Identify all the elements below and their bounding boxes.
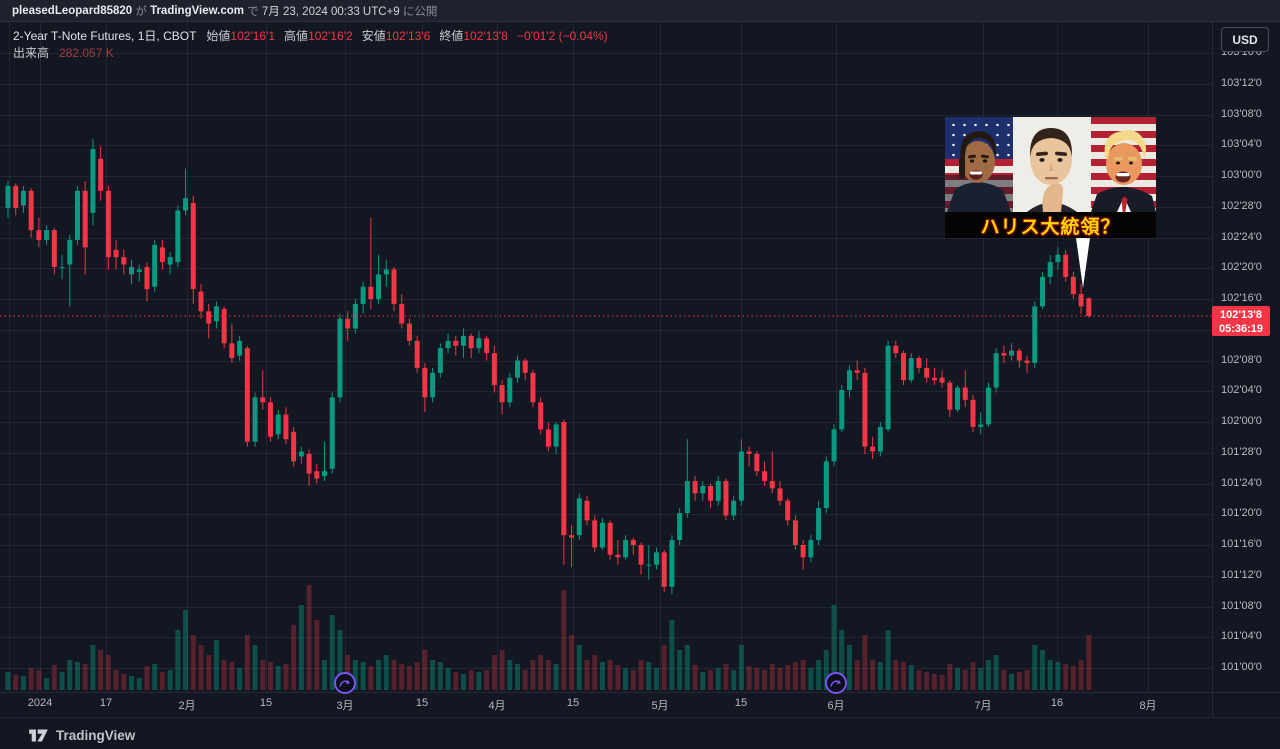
publish-particle: に公開	[399, 5, 438, 18]
contract-rollover-marker[interactable]	[334, 672, 356, 694]
center-figure	[1027, 128, 1077, 212]
meme-caption: ハリス大統領？	[945, 212, 1156, 238]
publish-particle: が	[132, 5, 151, 18]
meme-faces-illustration	[945, 117, 1156, 212]
last-price-label: 102'13'8 05:36:19	[1212, 305, 1270, 336]
meme-overlay-image: ハリス大統領？	[945, 117, 1156, 238]
tradingview-logo-text[interactable]: TradingView	[56, 728, 136, 743]
volume-label: 出来高	[13, 46, 50, 60]
chart-legend: 2-Year T-Note Futures, 1日, CBOT 始値 102'16…	[13, 28, 608, 62]
close-value: 102'13'8	[463, 29, 508, 43]
session-countdown: 05:36:19	[1218, 322, 1264, 335]
open-value: 102'16'1	[230, 29, 276, 43]
publish-particle: で	[244, 5, 262, 18]
publish-bar: pleasedLeopard85820 が TradingView.com で …	[0, 0, 1280, 22]
low-label: 安値	[361, 29, 386, 43]
open-label: 始値	[206, 29, 231, 43]
currency-toggle-button[interactable]: USD	[1221, 27, 1269, 52]
high-label: 高値	[284, 29, 309, 43]
meme-pointer-arrow	[1076, 238, 1090, 288]
publisher-site-link[interactable]: TradingView.com	[150, 4, 245, 17]
high-value: 102'16'2	[308, 29, 353, 43]
last-price-value: 102'13'8	[1220, 308, 1262, 321]
trump-figure	[1091, 130, 1156, 212]
contract-rollover-marker[interactable]	[825, 672, 847, 694]
low-value: 102'13'6	[385, 29, 431, 43]
tradingview-logo-icon[interactable]	[28, 727, 49, 744]
harris-figure	[945, 131, 1013, 212]
change-value: −0'01'2 (−0.04%)	[516, 29, 608, 43]
volume-value: 282.057 K	[59, 46, 114, 60]
publish-datetime: 7月 23, 2024 00:33 UTC+9	[261, 5, 400, 18]
footer: TradingView	[28, 727, 135, 744]
arrow-right-icon	[339, 680, 351, 687]
arrow-right-icon	[830, 680, 842, 687]
close-label: 終値	[439, 29, 464, 43]
publisher-username[interactable]: pleasedLeopard85820	[12, 4, 133, 17]
symbol-title[interactable]: 2-Year T-Note Futures, 1日, CBOT	[13, 29, 197, 43]
meme-photo	[945, 117, 1156, 212]
